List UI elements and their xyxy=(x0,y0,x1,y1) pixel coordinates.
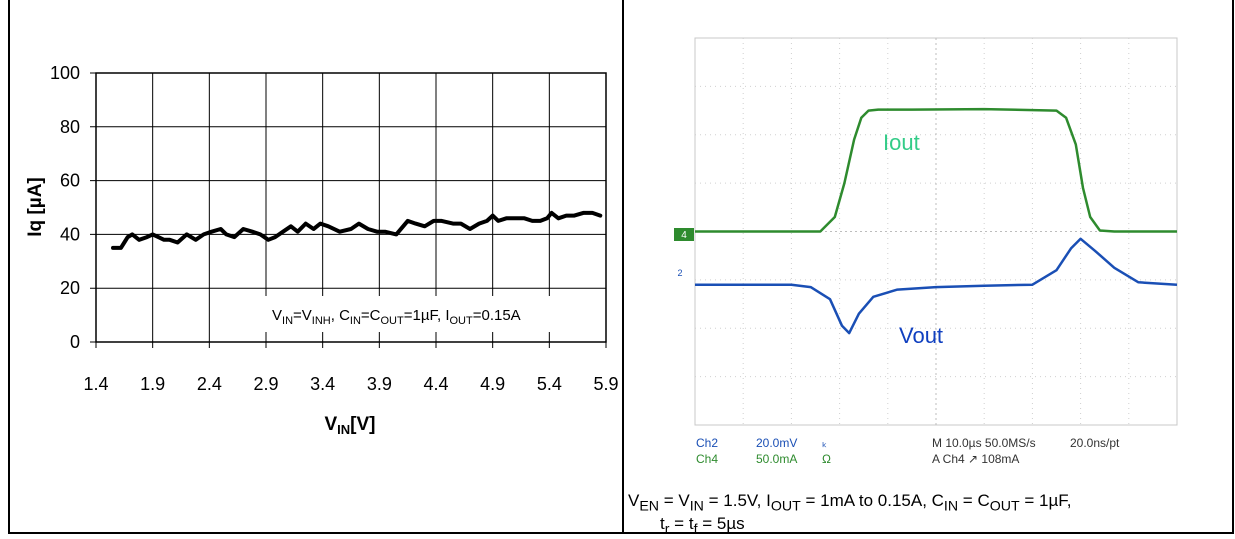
vout-trace xyxy=(695,237,1178,335)
x-tick-label: 4.9 xyxy=(480,374,505,394)
plot-area xyxy=(95,72,607,343)
y-axis-title: Iq [µA] xyxy=(25,177,46,237)
readout-ch4: Ch4 xyxy=(696,452,718,466)
iout-trace xyxy=(695,107,1177,233)
x-tick-labels: 1.4 1.9 2.4 2.9 3.4 3.9 4.4 4.9 5.4 5.9 xyxy=(83,374,618,394)
panel-divider xyxy=(622,0,624,534)
ch4-marker-label: 4 xyxy=(681,230,687,241)
readout-ch4-scale: 50.0mA xyxy=(756,452,797,466)
x-tick-label: 3.9 xyxy=(367,374,392,394)
annotation-box xyxy=(262,296,596,332)
ch4-marker xyxy=(674,228,694,241)
readout-ch4-coupling: Ω xyxy=(822,452,831,466)
x-tick-label: 3.4 xyxy=(310,374,335,394)
readout-resolution: 20.0ns/pt xyxy=(1070,436,1120,450)
test-conditions-caption: VEN = VIN = 1.5V, IOUT = 1mA to 0.15A, C… xyxy=(628,492,1228,539)
x-tick-label: 1.9 xyxy=(140,374,165,394)
scope-readout: Ch2 20.0mV ₖ M 10.0µs 50.0MS/s 20.0ns/pt… xyxy=(696,436,1120,466)
iq-vs-vin-chart: 1.4 1.9 2.4 2.9 3.4 3.9 4.4 4.9 5.4 5.9 0 20 40 60 80… xyxy=(25,63,619,437)
x-tick-label: 4.4 xyxy=(423,374,448,394)
y-tick-label: 20 xyxy=(60,278,80,298)
iq-series-line xyxy=(111,210,603,250)
x-tick-label: 2.9 xyxy=(253,374,278,394)
figure-frame xyxy=(8,0,1234,534)
y-tick-label: 40 xyxy=(60,224,80,244)
x-tick-label: 1.4 xyxy=(83,374,108,394)
y-tick-label: 0 xyxy=(70,332,80,352)
readout-ch2-scale: 20.0mV xyxy=(756,436,797,450)
x-tick-label: 5.9 xyxy=(593,374,618,394)
ch2-marker-label: 2 xyxy=(677,268,682,278)
vout-label: Vout xyxy=(899,323,943,348)
y-tick-label: 80 xyxy=(60,117,80,137)
y-tick-label: 60 xyxy=(60,171,80,191)
x-tick-label: 2.4 xyxy=(197,374,222,394)
oscilloscope-chart: 4 2 Iout Vout Ch2 20.0mV ₖ M 10.0µs 50.0… xyxy=(674,37,1178,466)
iout-label: Iout xyxy=(883,130,920,155)
conditions-annotation: VIN=VINH, CIN=COUT=1µF, IOUT=0.15A xyxy=(272,307,521,327)
y-tick-label: 100 xyxy=(50,63,80,83)
readout-trigger: A Ch4 ↗ 108mA xyxy=(932,452,1019,466)
x-axis-title: VIN[V] xyxy=(324,414,375,437)
y-tick-labels: 0 20 40 60 80 100 xyxy=(50,63,80,352)
readout-ch2-coupling: ₖ xyxy=(822,436,827,450)
readout-ch2: Ch2 xyxy=(696,436,718,450)
readout-timebase: M 10.0µs 50.0MS/s xyxy=(932,436,1036,450)
caption-line-1: VEN = VIN = 1.5V, IOUT = 1mA to 0.15A, C… xyxy=(628,491,1072,515)
caption-line-2: tr = tf = 5µs xyxy=(660,514,745,538)
x-tick-label: 5.4 xyxy=(537,374,562,394)
